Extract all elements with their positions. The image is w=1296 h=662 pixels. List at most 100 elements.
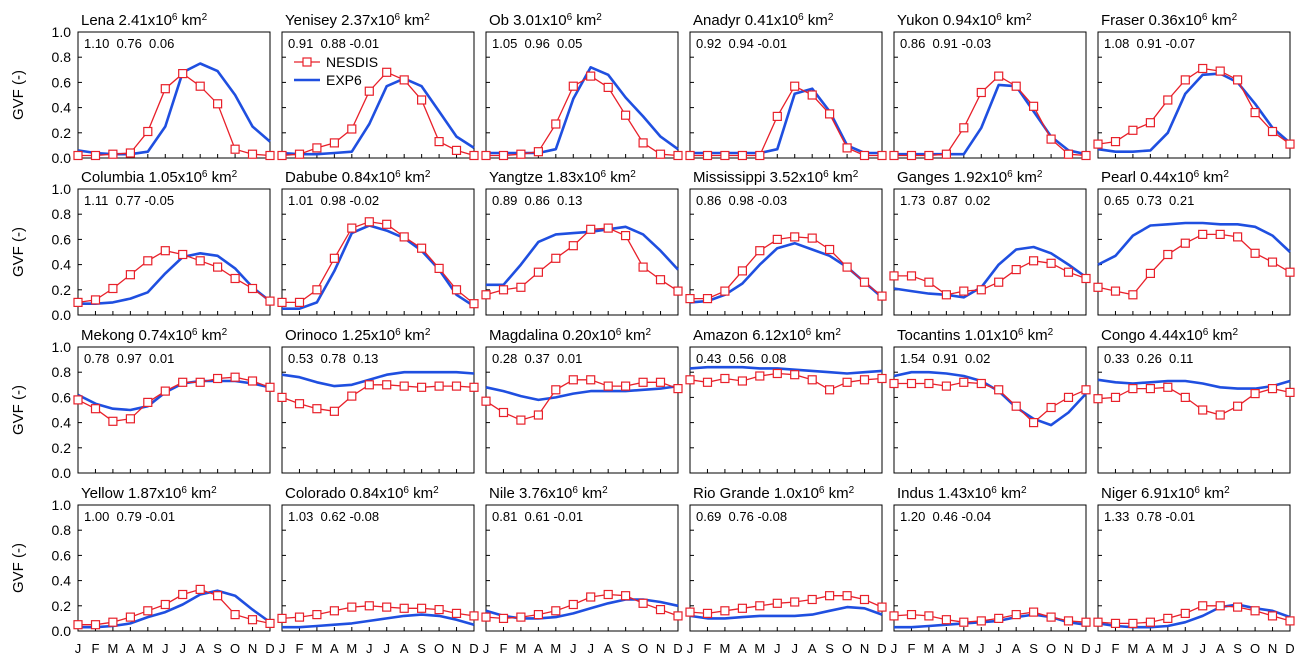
- month-label: A: [1012, 641, 1021, 656]
- nesdis-point: [160, 599, 170, 610]
- nesdis-point: [673, 384, 683, 394]
- nesdis-point: [1046, 402, 1056, 413]
- nesdis-point: [685, 150, 695, 161]
- nesdis-point: [481, 396, 491, 406]
- nesdis-point: [160, 84, 170, 94]
- panel-title-unit: km: [829, 169, 853, 186]
- panel-title-sq: 2: [1232, 327, 1238, 338]
- nesdis-point: [178, 589, 188, 600]
- nesdis-point: [498, 150, 509, 161]
- nesdis-point: [702, 294, 713, 304]
- panel-title-sq: 2: [202, 12, 208, 23]
- nesdis-point: [889, 611, 899, 621]
- month-label: A: [738, 641, 747, 656]
- nesdis-point: [620, 231, 631, 241]
- legend-nesdis-marker: [302, 57, 312, 67]
- panel-title: Yenisey 2.37x106 km2: [285, 12, 430, 30]
- month-label: S: [417, 641, 426, 656]
- nesdis-point: [382, 602, 392, 612]
- nesdis-point: [434, 604, 444, 615]
- panel-stats: 1.20 0.46 -0.04: [900, 509, 991, 524]
- nesdis-point: [277, 297, 287, 307]
- panel-title: Ob 3.01x106 km2: [489, 12, 602, 30]
- panel-title: Congo 4.44x106 km2: [1101, 327, 1238, 345]
- nesdis-point: [755, 371, 765, 381]
- nesdis-point: [312, 143, 322, 153]
- nesdis-line: [894, 381, 1087, 424]
- nesdis-point: [498, 285, 509, 295]
- panel-frame: [893, 188, 1087, 316]
- nesdis-point: [1285, 616, 1295, 626]
- month-label: A: [808, 641, 817, 656]
- panel-title-unit: km: [1023, 327, 1047, 344]
- panel-title-sq: 2: [433, 485, 439, 496]
- nesdis-point: [620, 591, 631, 601]
- nesdis-point: [807, 90, 817, 100]
- nesdis-point: [469, 299, 479, 309]
- exp6-line: [281, 77, 475, 156]
- nesdis-point: [108, 416, 118, 426]
- panel-4: Yukon 0.94x106 km2 0.86 0.91 -0.03: [889, 12, 1091, 161]
- nesdis-point: [247, 283, 258, 294]
- panel-title-title: Ganges 1.92x10: [897, 169, 1007, 186]
- panel-title-exp: 6: [572, 485, 578, 496]
- nesdis-point: [160, 386, 170, 396]
- nesdis-point: [889, 378, 899, 389]
- panel-8: Yangtze 1.83x106 km2 0.89 0.86 0.13: [481, 169, 683, 316]
- nesdis-line: [894, 75, 1087, 157]
- nesdis-point: [451, 381, 462, 391]
- panel-title-sq: 2: [853, 169, 859, 180]
- nesdis-point: [178, 68, 188, 79]
- y-axis-label: GVF (-): [10, 227, 27, 277]
- panel-stats: 0.92 0.94 -0.01: [696, 36, 787, 51]
- panel-title-exp: 6: [1203, 327, 1209, 338]
- nesdis-point: [685, 607, 695, 617]
- panel-title-title: Yangtze 1.83x10: [489, 169, 600, 186]
- panel-title-exp: 6: [600, 169, 606, 180]
- nesdis-point: [807, 375, 817, 385]
- nesdis-point: [655, 604, 666, 615]
- exp6-line: [1097, 378, 1291, 390]
- panel-title-sq: 2: [1224, 485, 1230, 496]
- panel-3: Anadyr 0.41x106 km2 0.92 0.94 -0.01: [685, 12, 887, 161]
- y-tick-label: 1.0: [52, 497, 72, 513]
- panel-title: Yukon 0.94x106 km2: [897, 12, 1032, 30]
- nesdis-point: [959, 286, 969, 296]
- nesdis-point: [1145, 118, 1156, 128]
- nesdis-point: [382, 380, 392, 390]
- nesdis-point: [568, 81, 578, 91]
- panel-title-unit: km: [401, 327, 425, 344]
- nesdis-point: [125, 414, 136, 424]
- nesdis-point: [924, 150, 934, 161]
- nesdis-point: [265, 296, 275, 306]
- nesdis-point: [720, 286, 730, 296]
- nesdis-point: [877, 291, 887, 301]
- panel-title-exp: 6: [996, 12, 1002, 23]
- exp6-line: [282, 224, 475, 311]
- nesdis-point: [1011, 609, 1021, 620]
- exp6-line: [281, 370, 475, 388]
- nesdis-point: [737, 150, 748, 161]
- panel-title: Dabube 0.84x106 km2: [285, 169, 431, 187]
- exp6-line: [486, 66, 679, 155]
- panel-stats: 0.91 0.88 -0.01: [288, 36, 379, 51]
- nesdis-point: [195, 377, 205, 387]
- panel-title-sq: 2: [424, 12, 430, 23]
- nesdis-point: [1063, 149, 1074, 159]
- panel-title: Yangtze 1.83x106 km2: [489, 169, 636, 187]
- month-label: J: [366, 641, 373, 656]
- nesdis-point: [824, 109, 835, 119]
- nesdis-point: [1128, 384, 1138, 394]
- nesdis-point: [417, 95, 427, 105]
- nesdis-point: [1028, 256, 1039, 266]
- nesdis-point: [160, 246, 170, 256]
- nesdis-point: [1028, 418, 1039, 428]
- nesdis-point: [364, 217, 374, 227]
- nesdis-point: [277, 150, 287, 161]
- panel-title-title: Tocantins 1.01x10: [897, 327, 1018, 344]
- nesdis-point: [1163, 249, 1173, 260]
- nesdis-point: [90, 620, 101, 630]
- panel-title-exp: 6: [567, 12, 573, 23]
- nesdis-point: [603, 223, 613, 233]
- nesdis-point: [551, 119, 561, 129]
